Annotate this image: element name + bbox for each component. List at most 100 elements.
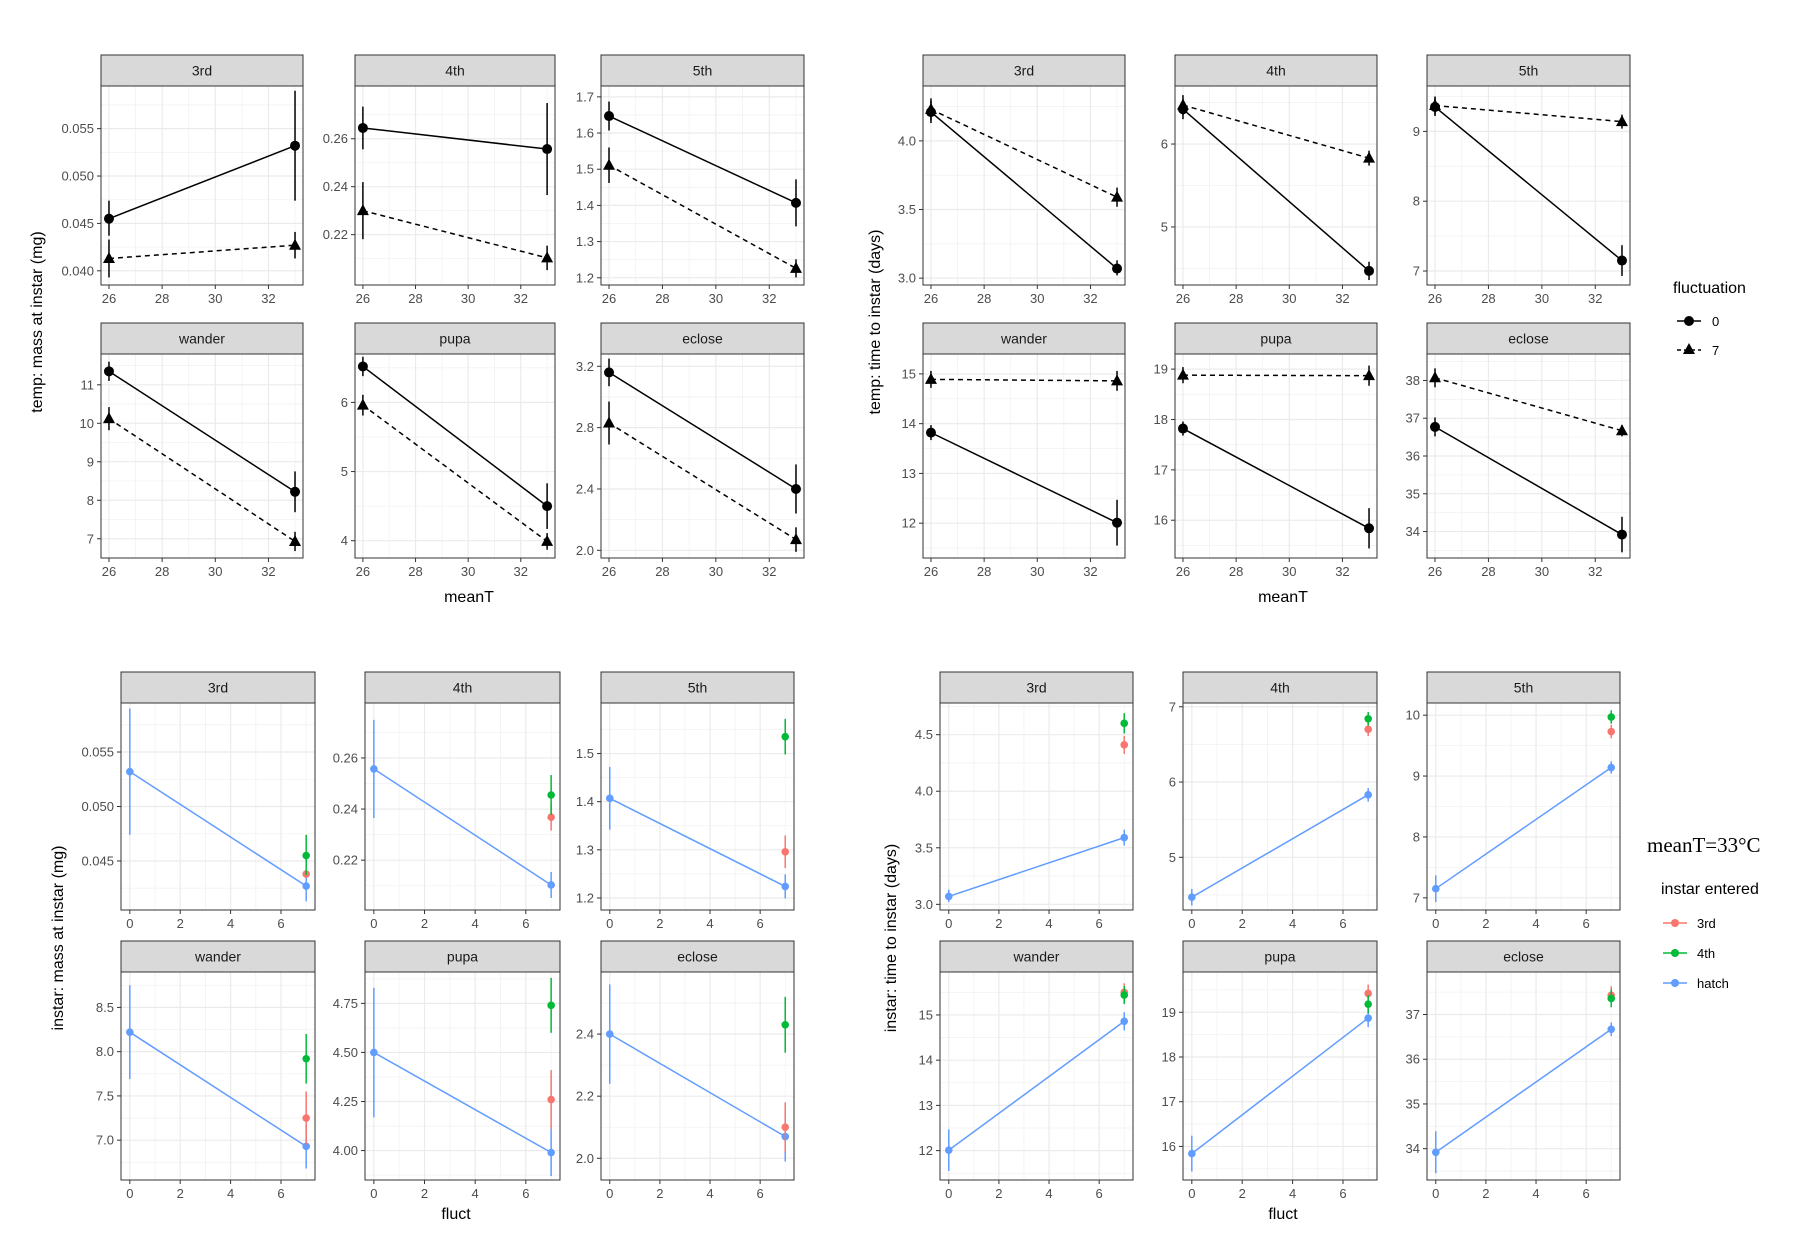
y-tick-label: 8.5 bbox=[96, 1000, 114, 1015]
y-tick-label: 0.24 bbox=[323, 179, 348, 194]
point-0 bbox=[1616, 255, 1627, 266]
strip-label: eclose bbox=[1503, 949, 1544, 965]
y-tick-label: 34 bbox=[1406, 1141, 1420, 1156]
point-0 bbox=[790, 483, 801, 494]
panel-border bbox=[1426, 971, 1621, 1181]
x-tick-label: 30 bbox=[709, 291, 723, 306]
panel-d-eclose: eclose 34 35 36 37 0 2 4 6 bbox=[1406, 940, 1621, 1201]
x-tick-label: 32 bbox=[261, 564, 275, 579]
x-tick-label: 28 bbox=[977, 564, 991, 579]
point-hatch bbox=[1431, 1148, 1440, 1157]
x-tick-label: 28 bbox=[408, 291, 422, 306]
panel-b-wander: wander 12 13 14 15 26 28 30 32 bbox=[902, 322, 1126, 579]
x-tick-label: 2 bbox=[1239, 916, 1246, 931]
strip-background bbox=[1182, 671, 1378, 704]
x-tick-label: 4 bbox=[227, 1186, 234, 1201]
y-tick-label: 15 bbox=[919, 1007, 933, 1022]
y-tick-label: 9 bbox=[1413, 124, 1420, 139]
point-4th bbox=[1120, 719, 1129, 728]
strip-label: eclose bbox=[677, 949, 718, 965]
point-7 bbox=[603, 416, 616, 428]
x-tick-label: 2 bbox=[421, 1186, 428, 1201]
strip-label: 4th bbox=[1266, 63, 1285, 79]
point-3rd bbox=[547, 813, 555, 822]
x-tick-label: 0 bbox=[945, 916, 952, 931]
point-0 bbox=[925, 427, 936, 438]
y-tick-label: 0.24 bbox=[333, 802, 358, 817]
series-line-0 bbox=[1434, 106, 1623, 262]
strip-label: pupa bbox=[447, 949, 478, 965]
point-7 bbox=[1429, 371, 1442, 383]
panel-border bbox=[100, 85, 304, 286]
panel-b-eclose: eclose 34 35 36 37 38 26 28 30 32 bbox=[1406, 322, 1631, 579]
y-tick-label: 3.5 bbox=[898, 202, 916, 217]
strip-background bbox=[120, 671, 316, 704]
y-tick-label: 5 bbox=[1169, 850, 1176, 865]
x-tick-label: 32 bbox=[261, 291, 275, 306]
x-tick-label: 2 bbox=[177, 916, 184, 931]
x-tick-label: 28 bbox=[1229, 564, 1243, 579]
x-tick-label: 4 bbox=[1289, 1186, 1296, 1201]
point-0 bbox=[790, 197, 801, 208]
x-tick-label: 6 bbox=[522, 1186, 529, 1201]
point-4th bbox=[302, 1054, 310, 1063]
y-tick-label: 12 bbox=[919, 1143, 933, 1158]
point-7 bbox=[541, 534, 554, 546]
panel-border bbox=[1174, 353, 1378, 559]
strip-label: pupa bbox=[439, 331, 470, 347]
x-tick-label: 2 bbox=[177, 1186, 184, 1201]
point-hatch bbox=[1188, 893, 1196, 902]
x-tick-label: 26 bbox=[924, 291, 938, 306]
x-tick-label: 26 bbox=[356, 564, 370, 579]
legend-instar-entered: instar entered 3rd 4th hatch bbox=[1661, 881, 1759, 991]
x-tick-label: 6 bbox=[522, 916, 529, 931]
strip-label: wander bbox=[1000, 331, 1047, 347]
strip-label: 3rd bbox=[1026, 680, 1046, 696]
y-tick-label: 8.0 bbox=[96, 1044, 114, 1059]
point-7 bbox=[924, 372, 937, 384]
point-0 bbox=[1177, 423, 1188, 434]
strip-label: 4th bbox=[445, 63, 464, 79]
panel-c-pupa: pupa 4.00 4.25 4.50 4.75 0 2 4 6 bbox=[333, 940, 561, 1201]
x-tick-label: 26 bbox=[1428, 564, 1442, 579]
y-tick-label: 1.4 bbox=[576, 198, 594, 213]
series-line-7 bbox=[1182, 374, 1370, 377]
y-tick-label: 15 bbox=[902, 366, 916, 381]
panel-border bbox=[364, 971, 561, 1181]
y-tick-label: 2.0 bbox=[576, 543, 594, 558]
y-tick-label: 38 bbox=[1406, 373, 1420, 388]
strip-background bbox=[120, 940, 316, 973]
point-hatch bbox=[605, 1030, 614, 1038]
series-line-hatch bbox=[1435, 1028, 1612, 1153]
y-tick-label: 37 bbox=[1406, 1007, 1420, 1022]
point-hatch bbox=[1364, 1014, 1372, 1022]
y-tick-label: 9 bbox=[87, 454, 94, 469]
x-tick-label: 4 bbox=[472, 916, 479, 931]
x-tick-label: 6 bbox=[1339, 916, 1346, 931]
y-tick-label: 7 bbox=[1169, 699, 1176, 714]
series-line-0 bbox=[362, 127, 548, 150]
y-tick-label: 12 bbox=[902, 516, 916, 531]
strip-background bbox=[922, 54, 1126, 87]
y-tick-label: 18 bbox=[1162, 1049, 1176, 1064]
y-tick-label: 1.3 bbox=[576, 234, 594, 249]
point-hatch bbox=[302, 1142, 310, 1151]
series-line-hatch bbox=[1435, 766, 1612, 890]
strip-background bbox=[1182, 940, 1378, 973]
x-tick-label: 30 bbox=[1030, 564, 1044, 579]
x-tick-label: 30 bbox=[1535, 564, 1549, 579]
panel-background bbox=[1183, 703, 1377, 910]
y-tick-label: 3.2 bbox=[576, 359, 594, 374]
y-tick-label: 6 bbox=[1161, 137, 1168, 152]
series-line-hatch bbox=[609, 797, 786, 888]
point-hatch bbox=[605, 794, 614, 803]
x-tick-label: 6 bbox=[1096, 1186, 1103, 1201]
point-7 bbox=[1176, 98, 1189, 110]
x-tick-label: 32 bbox=[514, 291, 528, 306]
x-tick-label: 26 bbox=[1176, 291, 1190, 306]
y-axis-title-instar-mass: instar: mass at instar (mg) bbox=[50, 846, 67, 1031]
panel-border bbox=[1426, 85, 1631, 286]
point-3rd bbox=[547, 1095, 555, 1104]
panel-background bbox=[365, 703, 560, 910]
panel-background bbox=[355, 354, 555, 558]
